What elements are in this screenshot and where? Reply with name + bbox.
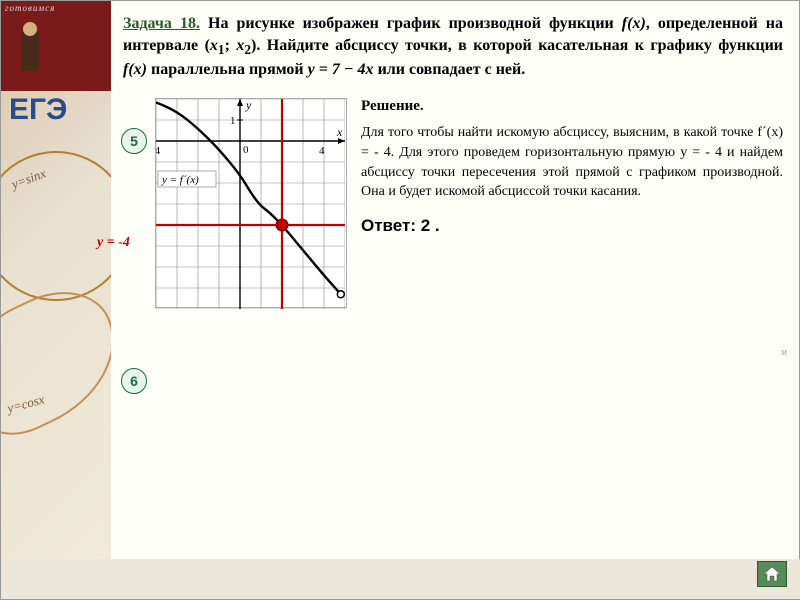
svg-text:-4: -4 — [156, 145, 161, 157]
svg-text:y = f´(x): y = f´(x) — [161, 174, 199, 186]
decorative-sidebar: готовимся ЕГЭ y=sinx y=cosx — [1, 1, 111, 561]
right-column: Решение. Для того чтобы найти искомую аб… — [361, 98, 783, 235]
p-sep: ; — [225, 37, 237, 54]
badge-6[interactable]: 6 — [121, 368, 147, 394]
sidebar-tile: готовимся — [1, 1, 111, 91]
p-sub1: 1 — [218, 42, 225, 57]
solution-text: Для того чтобы найти искомую абсциссу, в… — [361, 123, 783, 201]
solution-title: Решение. — [361, 98, 783, 115]
p-fx2: f(x) — [123, 61, 147, 78]
p-part5: или совпадает с ней. — [374, 61, 526, 78]
bottom-bar — [1, 559, 800, 599]
y-minus4-label: y = -4 — [97, 235, 130, 251]
p-part1: На рисунке изображен график производной … — [200, 15, 622, 32]
sidebar-topword: готовимся — [5, 3, 107, 13]
main-content: Задача 18. На рисунке изображен график п… — [113, 7, 793, 242]
chart-svg: y x 0 -4 4 1 y = f´(x) — [156, 99, 345, 309]
decor-curve — [1, 134, 111, 318]
page-marker: и — [782, 347, 787, 358]
sol-a: Для того чтобы найти искомую абсциссу, в… — [361, 125, 757, 140]
sol-b: . Для этого проведем горизонтальную прям… — [391, 145, 681, 160]
svg-text:4: 4 — [319, 145, 325, 157]
badge-5[interactable]: 5 — [121, 128, 147, 154]
p-part4: параллельна прямой — [147, 61, 308, 78]
home-button[interactable] — [757, 561, 787, 587]
p-part3: ). Найдите абсциссу точки, в которой кас… — [251, 37, 783, 54]
home-icon — [762, 565, 782, 583]
sol-yline: y = - 4 — [680, 145, 722, 160]
ege-label: ЕГЭ — [9, 93, 67, 127]
left-column: 5 6 y = -4 2 yx0-441y = f´(x) — [123, 98, 343, 235]
p-line: y = 7 − 4x — [308, 61, 374, 78]
answer: Ответ: 2 . — [361, 216, 783, 236]
decor-curve2 — [1, 273, 111, 449]
mid-row: 5 6 y = -4 2 yx0-441y = f´(x) Решение. Д… — [123, 98, 783, 235]
task-number: Задача 18. — [123, 15, 200, 32]
p-sub2: 2 — [244, 42, 251, 57]
svg-text:y: y — [245, 99, 252, 112]
svg-text:x: x — [336, 125, 343, 139]
svg-text:0: 0 — [243, 144, 249, 156]
derivative-chart: y x 0 -4 4 1 y = f´(x) — [155, 98, 347, 308]
sidebar-figure — [11, 21, 71, 81]
p-fx: f(x) — [622, 15, 646, 32]
problem-statement: Задача 18. На рисунке изображен график п… — [123, 13, 783, 80]
svg-text:1: 1 — [230, 115, 236, 127]
p-x1: x — [210, 37, 218, 54]
